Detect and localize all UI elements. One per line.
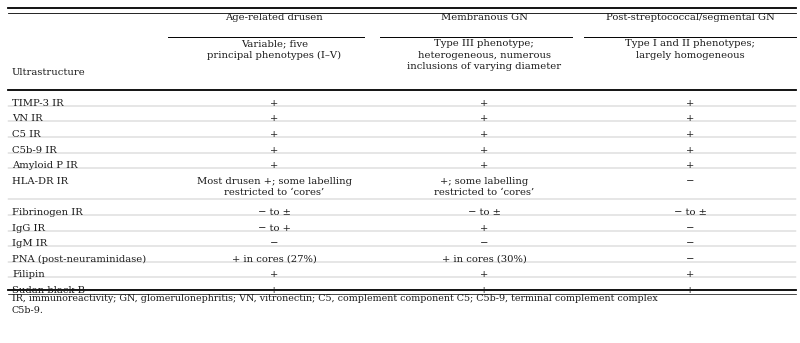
Text: +: + (270, 130, 278, 139)
Text: PNA (post-neuraminidase): PNA (post-neuraminidase) (12, 255, 146, 264)
Text: Fibrinogen IR: Fibrinogen IR (12, 208, 82, 217)
Text: −: − (480, 239, 488, 248)
Text: +: + (686, 146, 694, 155)
Text: +: + (480, 224, 488, 233)
Text: +: + (480, 161, 488, 170)
Text: +: + (480, 146, 488, 155)
Text: + in cores (27%): + in cores (27%) (232, 255, 317, 264)
Text: C5b-9 IR: C5b-9 IR (12, 146, 57, 155)
Text: Post-streptococcal/segmental GN: Post-streptococcal/segmental GN (606, 13, 774, 22)
Text: TIMP-3 IR: TIMP-3 IR (12, 99, 64, 108)
Text: − to ±: − to ± (674, 208, 707, 217)
Text: − to +: − to + (258, 224, 291, 233)
Text: +: + (270, 161, 278, 170)
Text: Age-related drusen: Age-related drusen (226, 13, 323, 22)
Text: +: + (686, 99, 694, 108)
Text: IgM IR: IgM IR (12, 239, 47, 248)
Text: +: + (270, 271, 278, 280)
Text: C5 IR: C5 IR (12, 130, 41, 139)
Text: +: + (686, 115, 694, 123)
Text: −: − (686, 177, 694, 186)
Text: +: + (686, 286, 694, 295)
Text: Amyloid P IR: Amyloid P IR (12, 161, 78, 170)
Text: Ultrastructure: Ultrastructure (12, 68, 86, 77)
Text: Sudan black B: Sudan black B (12, 286, 85, 295)
Text: −: − (686, 239, 694, 248)
Text: +: + (686, 130, 694, 139)
Text: IgG IR: IgG IR (12, 224, 45, 233)
Text: +: + (686, 271, 694, 280)
Text: +: + (270, 115, 278, 123)
Text: −: − (270, 239, 278, 248)
Text: + in cores (30%): + in cores (30%) (442, 255, 526, 264)
Text: Filipin: Filipin (12, 271, 45, 280)
Text: Membranous GN: Membranous GN (441, 13, 527, 22)
Text: +: + (270, 99, 278, 108)
Text: +: + (480, 286, 488, 295)
Text: +; some labelling
restricted to ‘cores’: +; some labelling restricted to ‘cores’ (434, 177, 534, 197)
Text: +: + (270, 146, 278, 155)
Text: +: + (686, 161, 694, 170)
Text: +: + (480, 99, 488, 108)
Text: +: + (480, 130, 488, 139)
Text: HLA-DR IR: HLA-DR IR (12, 177, 68, 186)
Text: Most drusen +; some labelling
restricted to ‘cores’: Most drusen +; some labelling restricted… (197, 177, 352, 197)
Text: IR, immunoreactivity; GN, glomerulonephritis; VN, vitronectin; C5, complement co: IR, immunoreactivity; GN, glomerulonephr… (12, 294, 658, 315)
Text: − to ±: − to ± (467, 208, 501, 217)
Text: +: + (480, 271, 488, 280)
Text: − to ±: − to ± (258, 208, 291, 217)
Text: +: + (480, 115, 488, 123)
Text: Type I and II phenotypes;
largely homogeneous: Type I and II phenotypes; largely homoge… (626, 39, 755, 60)
Text: Type III phenotype;
heterogeneous, numerous
inclusions of varying diameter: Type III phenotype; heterogeneous, numer… (407, 39, 561, 71)
Text: −: − (686, 255, 694, 264)
Text: +: + (270, 286, 278, 295)
Text: Variable; five
principal phenotypes (I–V): Variable; five principal phenotypes (I–V… (207, 39, 342, 60)
Text: VN IR: VN IR (12, 115, 42, 123)
Text: −: − (686, 224, 694, 233)
